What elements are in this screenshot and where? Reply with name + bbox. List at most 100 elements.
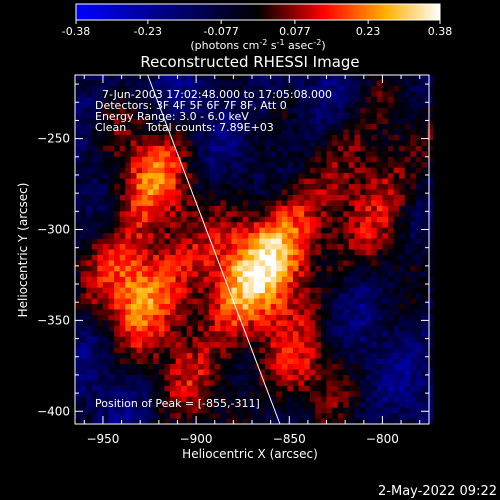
heatmap-cell <box>292 336 299 343</box>
heatmap-cell <box>360 287 366 294</box>
heatmap-cell <box>309 402 316 409</box>
heatmap-cell <box>108 184 115 190</box>
heatmap-cell <box>203 304 210 310</box>
heatmap-cell <box>404 320 411 327</box>
heatmap-cell <box>253 189 260 196</box>
heatmap-cell <box>125 238 132 245</box>
heatmap-cell <box>181 298 188 305</box>
heatmap-cell <box>209 96 216 103</box>
heatmap-cell <box>108 358 115 365</box>
heatmap-cell <box>75 124 81 130</box>
footer-date: 2-May-2022 09:22 <box>378 484 497 499</box>
heatmap-cell <box>276 271 283 278</box>
heatmap-cell <box>399 282 406 289</box>
heatmap-cell <box>320 244 327 250</box>
heatmap-cell <box>136 184 143 190</box>
heatmap-cell <box>242 91 249 98</box>
heatmap-cell <box>97 113 104 120</box>
heatmap-cell <box>91 271 98 278</box>
heatmap-cell <box>119 96 126 103</box>
heatmap-cell <box>354 173 361 180</box>
heatmap-cell <box>315 167 322 174</box>
heatmap-cell <box>214 309 221 316</box>
heatmap-cell <box>86 227 93 234</box>
heatmap-cell <box>119 396 126 403</box>
heatmap-cell <box>181 374 188 381</box>
heatmap-cell <box>175 293 182 299</box>
x-tick-label: −800 <box>366 432 399 446</box>
heatmap-cell <box>365 293 372 299</box>
heatmap-cell <box>343 265 350 272</box>
heatmap-cell <box>108 369 115 376</box>
heatmap-cell <box>265 222 271 229</box>
heatmap-cell <box>265 96 271 103</box>
heatmap-cell <box>265 309 271 316</box>
heatmap-cell <box>220 298 227 305</box>
heatmap-cell <box>309 189 316 196</box>
heatmap-cell <box>136 353 143 359</box>
heatmap-cell <box>382 102 389 109</box>
heatmap-cell <box>270 80 277 87</box>
heatmap-cell <box>80 331 87 338</box>
heatmap-cell <box>253 364 260 370</box>
heatmap-cell <box>265 271 271 278</box>
heatmap-cell <box>320 194 327 201</box>
heatmap-cell <box>320 265 327 272</box>
heatmap-cell <box>360 260 366 267</box>
heatmap-cell <box>326 85 333 92</box>
heatmap-cell <box>237 140 244 147</box>
heatmap-cell <box>86 113 93 120</box>
heatmap-cell <box>102 254 109 261</box>
heatmap-cell <box>125 233 132 239</box>
heatmap-cell <box>270 216 277 223</box>
heatmap-cell <box>326 194 333 201</box>
heatmap-cell <box>281 145 288 152</box>
heatmap-cell <box>181 325 188 332</box>
heatmap-cell <box>427 75 434 81</box>
heatmap-cell <box>382 134 389 141</box>
heatmap-cell <box>365 227 372 234</box>
heatmap-cell <box>259 118 266 125</box>
heatmap-cell <box>209 91 216 98</box>
heatmap-cell <box>270 298 277 305</box>
heatmap-cell <box>343 173 350 180</box>
heatmap-cell <box>265 331 271 338</box>
heatmap-cell <box>147 342 154 349</box>
heatmap-cell <box>415 314 422 321</box>
heatmap-cell <box>304 336 311 343</box>
heatmap-cell <box>181 320 188 327</box>
heatmap-cell <box>427 353 434 359</box>
plot-area: −950 −900 −850 −800−250−300−350−400 <box>37 74 434 446</box>
heatmap-cell <box>209 298 216 305</box>
heatmap-cell <box>75 320 81 327</box>
heatmap-cell <box>242 369 249 376</box>
heatmap-cell <box>298 282 305 289</box>
heatmap-cell <box>265 162 271 169</box>
heatmap-cell <box>181 331 188 338</box>
heatmap-cell <box>119 102 126 109</box>
heatmap-cell <box>186 331 193 338</box>
heatmap-cell <box>209 140 216 147</box>
heatmap-cell <box>415 396 422 403</box>
heatmap-cell <box>399 85 406 92</box>
heatmap-cell <box>209 276 216 283</box>
heatmap-cell <box>186 134 193 141</box>
heatmap-cell <box>242 244 249 250</box>
heatmap-cell <box>382 298 389 305</box>
heatmap-cell <box>427 102 434 109</box>
heatmap-cell <box>337 418 344 425</box>
heatmap-cell <box>304 309 311 316</box>
heatmap-cell <box>427 298 434 305</box>
heatmap-cell <box>231 282 238 289</box>
heatmap-cell <box>298 336 305 343</box>
heatmap-cell <box>136 287 143 294</box>
heatmap-cell <box>399 156 406 163</box>
heatmap-cell <box>354 380 361 387</box>
heatmap-cell <box>175 413 182 419</box>
heatmap-cell <box>382 413 389 419</box>
heatmap-cell <box>270 107 277 114</box>
heatmap-cell <box>315 189 322 196</box>
heatmap-cell <box>393 178 400 185</box>
heatmap-cell <box>259 134 266 141</box>
heatmap-cell <box>175 134 182 141</box>
